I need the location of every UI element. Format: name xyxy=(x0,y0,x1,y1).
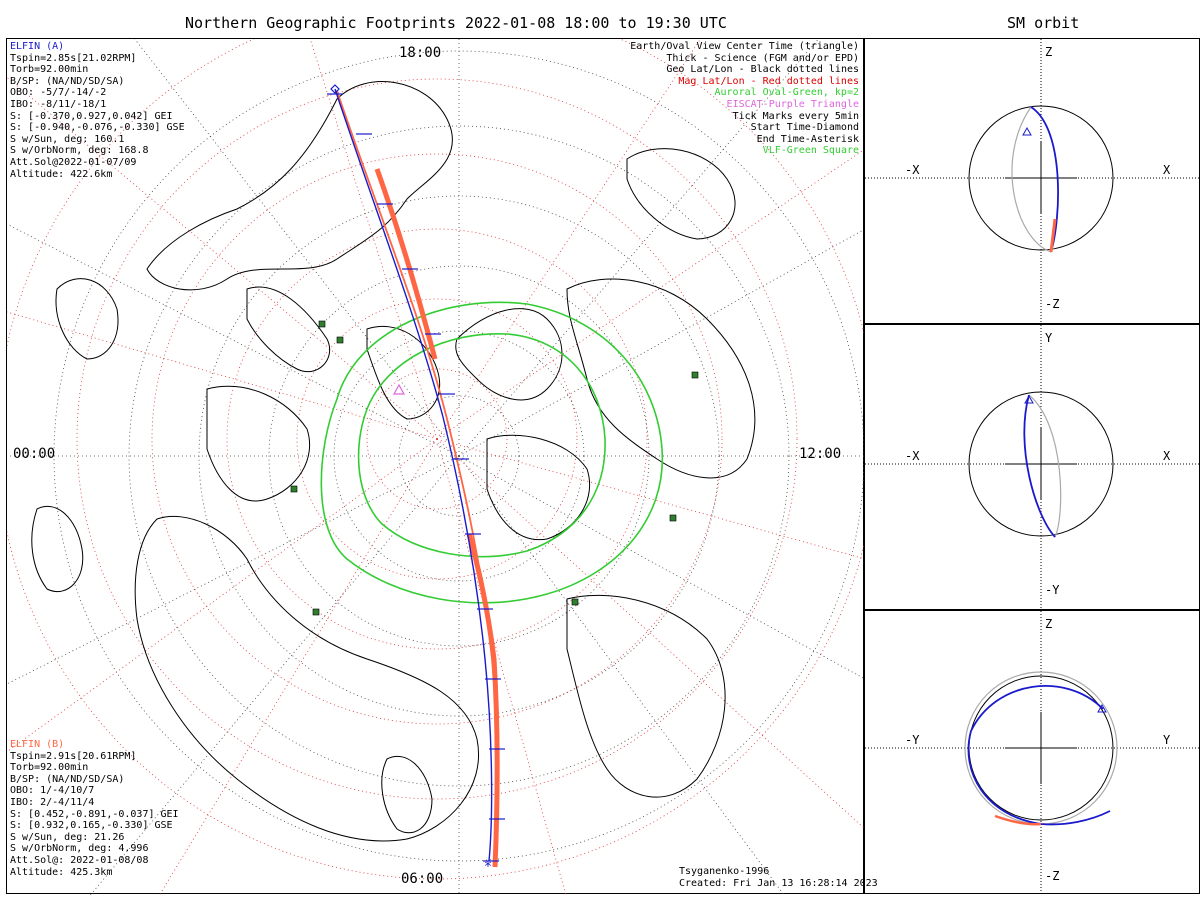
info-line: S: [0.452,-0.891,-0.037] GEI xyxy=(10,808,179,820)
info-line: Att.Sol@2022-01-07/09 xyxy=(10,156,137,168)
created-date: Created: Fri Jan 13 16:28:14 2023 xyxy=(679,877,878,889)
legend-item: Tick Marks every 5min xyxy=(732,110,859,122)
coastlines xyxy=(31,81,756,842)
end-asterisk: * xyxy=(484,859,492,875)
info-line: Altitude: 425.3km xyxy=(10,866,113,878)
axis-label-top: Z xyxy=(1045,617,1053,631)
orbit-plot-yz xyxy=(865,611,1200,895)
axis-label-left: -X xyxy=(905,163,920,177)
info-line: Tspin=2.85s[21.02RPM] xyxy=(10,52,137,64)
info-line: S w/OrbNorm, deg: 168.8 xyxy=(10,145,149,157)
footprint-map-panel: * 18:00 00:00 12:00 06:00 ELFIN (A) Tspi… xyxy=(6,38,878,895)
model-name: Tsyganenko-1996 xyxy=(679,866,770,877)
info-line: Tspin=2.91s[20.61RPM] xyxy=(10,750,137,762)
elfin-b-info: ELFIN (B) Tspin=2.91s[20.61RPM] Torb=92.… xyxy=(10,739,179,878)
info-line: Torb=92.00min xyxy=(10,64,89,76)
legend-item: Start Time-Diamond xyxy=(750,122,859,134)
info-line: OBO: -5/7/-14/-2 xyxy=(10,87,107,99)
info-line: Att.Sol@: 2022-01-08/08 xyxy=(10,854,149,866)
orbit-plot-xy xyxy=(865,325,1200,611)
time-label-bottom: 06:00 xyxy=(401,871,444,887)
time-label-top: 18:00 xyxy=(399,45,442,61)
orbit-plot-xz xyxy=(865,39,1200,325)
info-line: OBO: 1/-4/10/7 xyxy=(10,785,95,797)
info-line: IBO: -8/11/-18/1 xyxy=(10,98,107,110)
orbit-panel-yz: Z -Z -Y Y xyxy=(864,610,1200,895)
start-diamond xyxy=(330,84,340,94)
info-line: S w/OrbNorm, deg: 4.996 xyxy=(10,843,149,855)
info-line: Torb=92.00min xyxy=(10,762,89,774)
axis-label-bottom: -Z xyxy=(1045,869,1060,883)
orbit-panel-xy: Y -Y -X X xyxy=(864,324,1200,611)
footprint-map: * xyxy=(7,39,865,895)
info-line: S w/Sun, deg: 21.26 xyxy=(10,831,125,843)
info-line: B/SP: (NA/ND/SD/SA) xyxy=(10,773,125,785)
legend-item: Thick - Science (FGM and/or EPD) xyxy=(666,52,859,64)
info-line: S: [0.932,0.165,-0.330] GSE xyxy=(10,820,173,832)
geo-longitude-grid xyxy=(7,39,865,895)
elfin-a-track xyxy=(334,88,493,862)
axis-label-top: Z xyxy=(1045,45,1053,59)
auroral-oval xyxy=(320,301,664,604)
axis-label-top: Y xyxy=(1045,331,1053,345)
legend-item: Mag Lat/Lon - Red dotted lines xyxy=(678,75,859,87)
info-line: S: [-0.940,-0.076,-0.330] GSE xyxy=(10,122,185,134)
elfin-b-track xyxy=(336,90,500,868)
orbit-title: SM orbit xyxy=(1007,14,1080,32)
map-title: Northern Geographic Footprints 2022-01-0… xyxy=(185,14,727,32)
axis-label-left: -X xyxy=(905,449,920,463)
credit-block: Tsyganenko-1996 Created: Fri Jan 13 16:2… xyxy=(679,866,878,889)
info-line: B/SP: (NA/ND/SD/SA) xyxy=(10,75,125,87)
time-label-left: 00:00 xyxy=(13,446,56,462)
info-line: S w/Sun, deg: 160.1 xyxy=(10,133,125,145)
legend-item: VLF-Green Square xyxy=(762,145,859,157)
info-line: S: [-0.370,0.927,0.042] GEI xyxy=(10,110,173,122)
legend-item: Geo Lat/Lon - Black dotted lines xyxy=(666,64,859,76)
legend-item: Auroral Oval-Green, kp=2 xyxy=(714,87,860,99)
info-line: Altitude: 422.6km xyxy=(10,168,113,180)
axis-label-right: X xyxy=(1163,449,1171,463)
map-legend: Earth/Oval View Center Time (triangle) T… xyxy=(630,41,859,157)
elfin-a-ticks xyxy=(327,93,505,862)
time-label-right: 12:00 xyxy=(799,446,842,462)
legend-item: Earth/Oval View Center Time (triangle) xyxy=(630,41,859,52)
eiscat-marker xyxy=(392,383,406,395)
orbit-panel-xz: Z -Z -X X xyxy=(864,38,1200,325)
axis-label-bottom: -Y xyxy=(1045,583,1060,597)
axis-label-right: X xyxy=(1163,163,1171,177)
legend-item: End Time-Asterisk xyxy=(756,133,859,145)
axis-label-left: -Y xyxy=(905,733,920,747)
legend-item: EISCAT-Purple Triangle xyxy=(726,98,859,110)
elfin-a-name: ELFIN (A) xyxy=(10,41,65,52)
axis-label-right: Y xyxy=(1163,733,1171,747)
elfin-a-info: ELFIN (A) Tspin=2.85s[21.02RPM] Torb=92.… xyxy=(10,41,185,180)
vlf-stations xyxy=(290,320,699,616)
mag-latitude-grid xyxy=(7,39,865,880)
elfin-b-name: ELFIN (B) xyxy=(10,739,65,750)
info-line: IBO: 2/-4/11/4 xyxy=(10,796,95,808)
axis-label-bottom: -Z xyxy=(1045,297,1060,311)
